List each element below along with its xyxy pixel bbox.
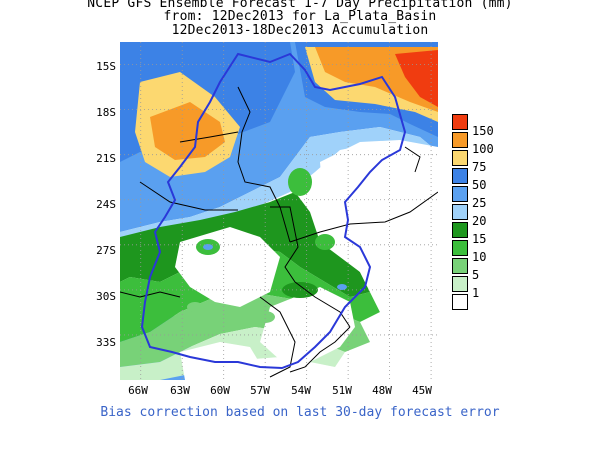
lat-lon-grid <box>120 42 438 380</box>
map-title: NCEP GFS Ensemble Forecast 1-7 Day Preci… <box>87 0 513 11</box>
precip-cell-50-a <box>203 244 213 250</box>
lat-label-30s: 30S <box>96 290 116 303</box>
lon-label-54w: 54W <box>291 384 311 397</box>
legend-swatch <box>452 132 468 148</box>
precip-cell-25-c <box>337 284 347 290</box>
legend-label: 15 <box>472 232 487 246</box>
precipitation-map <box>120 42 438 380</box>
legend-label: 50 <box>472 178 487 192</box>
legend-swatch <box>452 168 468 184</box>
legend-label: 150 <box>472 124 494 138</box>
lat-label-18s: 18S <box>96 106 116 119</box>
lon-label-57w: 57W <box>250 384 270 397</box>
precipitation-legend: 150 100 75 50 25 20 15 10 5 1 <box>452 114 542 314</box>
legend-label: 75 <box>472 160 487 174</box>
legend-swatch <box>452 258 468 274</box>
lon-label-63w: 63W <box>170 384 190 397</box>
lon-label-51w: 51W <box>332 384 352 397</box>
lon-label-60w: 60W <box>210 384 230 397</box>
lat-label-21s: 21S <box>96 152 116 165</box>
legend-label: 25 <box>472 196 487 210</box>
dry-region-southeast <box>260 287 355 362</box>
precip-band-20-fringe <box>120 127 438 242</box>
legend-label: 20 <box>472 214 487 228</box>
precip-band-150-northeast <box>395 50 438 107</box>
legend-label: 10 <box>472 250 487 264</box>
map-subtitle-date: from: 12Dec2013 for La_Plata_Basin <box>163 9 437 24</box>
legend-swatch <box>452 150 468 166</box>
precip-band-100-northwest <box>150 102 225 160</box>
precip-cell-5-e <box>187 302 203 312</box>
legend-swatch <box>452 276 468 292</box>
legend-swatch <box>452 222 468 238</box>
legend-swatch <box>452 240 468 256</box>
precip-cell-15-f <box>288 168 312 196</box>
legend-swatch <box>452 294 468 310</box>
la-plata-basin-outline <box>140 52 407 370</box>
lat-label-15s: 15S <box>96 60 116 73</box>
lon-label-48w: 48W <box>372 384 392 397</box>
legend-swatch <box>452 186 468 202</box>
legend-label: 100 <box>472 142 494 156</box>
lon-label-45w: 45W <box>412 384 432 397</box>
map-subtitle-accumulation: 12Dec2013-18Dec2013 Accumulation <box>171 23 429 38</box>
legend-label: 1 <box>472 286 480 300</box>
legend-swatch <box>452 204 468 220</box>
legend-swatch <box>452 114 468 130</box>
lat-label-27s: 27S <box>96 244 116 257</box>
lon-label-66w: 66W <box>128 384 148 397</box>
lat-label-33s: 33S <box>96 336 116 349</box>
country-borders <box>120 86 438 378</box>
precip-cell-10-b <box>315 234 335 250</box>
legend-label: 5 <box>472 268 480 282</box>
bias-correction-note: Bias correction based on last 30-day for… <box>100 405 500 420</box>
lat-label-24s: 24S <box>96 198 116 211</box>
precip-cell-10-d <box>255 311 275 323</box>
